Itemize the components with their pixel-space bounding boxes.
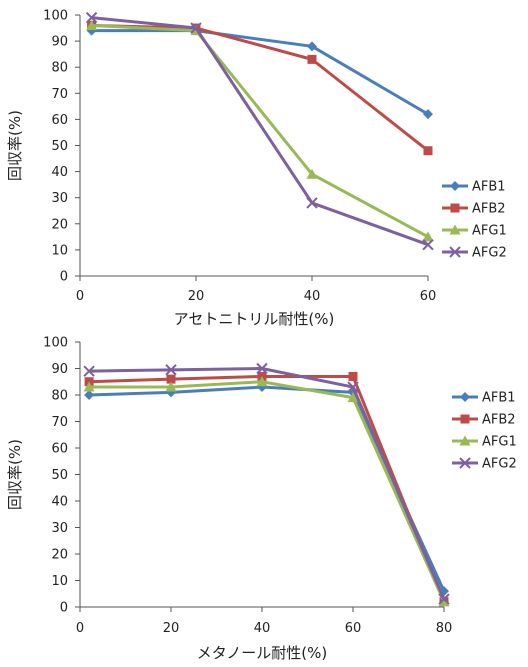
x-tick-label: 20 [163, 621, 180, 636]
y-tick-label: 70 [51, 415, 68, 430]
x-tick-label: 40 [254, 621, 271, 636]
series-afg2 [85, 11, 434, 251]
series-line [91, 23, 429, 239]
x-axis-title: アセトニトリル耐性(%) [174, 310, 335, 328]
x-axis-title: メタノール耐性(%) [197, 644, 328, 662]
data-point [85, 11, 98, 24]
x-tick-label: 40 [304, 289, 321, 304]
data-point [347, 381, 359, 393]
legend-marker [449, 224, 461, 235]
legend-marker [450, 181, 460, 191]
legend-marker [450, 203, 460, 213]
y-tick-label: 10 [51, 574, 68, 589]
data-point [423, 146, 433, 156]
legend-label: AFG2 [482, 457, 517, 472]
legend-label: AFG1 [472, 224, 507, 239]
series-afb1 [86, 25, 433, 120]
y-tick-label: 90 [51, 35, 68, 50]
legend-item-afb2: AFB2 [452, 413, 516, 428]
y-tick-label: 20 [51, 217, 68, 232]
y-tick-label: 80 [51, 389, 68, 404]
x-tick-label: 80 [436, 621, 453, 636]
y-tick-label: 20 [51, 548, 68, 563]
y-tick-label: 50 [51, 468, 68, 483]
x-tick-label: 20 [188, 289, 205, 304]
y-tick-label: 60 [51, 442, 68, 457]
data-point [256, 362, 268, 375]
y-tick-label: 10 [51, 243, 68, 258]
data-point [348, 371, 358, 381]
legend-item-afg2: AFG2 [452, 457, 517, 472]
data-point [86, 19, 98, 30]
y-tick-label: 50 [51, 139, 68, 154]
data-point [422, 231, 434, 242]
legend-item-afg1: AFG1 [452, 435, 517, 450]
data-point [166, 374, 176, 384]
data-point [84, 390, 95, 400]
x-tick-label: 60 [420, 289, 437, 304]
legend-label: AFB2 [482, 413, 516, 428]
legend-item-afg2: AFG2 [442, 246, 507, 261]
y-tick-label: 40 [51, 165, 68, 180]
legend-label: AFG1 [482, 435, 517, 450]
legend-label: AFB1 [482, 391, 516, 406]
data-point [438, 596, 450, 607]
y-tick-label: 30 [51, 521, 68, 536]
data-point [306, 168, 318, 179]
data-point [83, 381, 95, 392]
legend-item-afg1: AFG1 [442, 224, 507, 239]
y-tick-label: 60 [51, 113, 68, 128]
data-point [190, 22, 202, 34]
legend-item-afb1: AFB1 [452, 391, 516, 406]
legend-marker [459, 457, 471, 469]
y-tick-label: 0 [60, 601, 68, 616]
legend-label: AFB2 [472, 202, 506, 217]
y-tick-label: 100 [43, 9, 68, 24]
series-line [91, 16, 429, 247]
chart-2: 0 10 20 30 40 50 60 70 80 90 100 0 20 40 60 80 メタノール耐性(%… [6, 336, 517, 663]
legend-marker [449, 246, 461, 258]
y-tick-label: 100 [43, 336, 68, 351]
series-afg2 [83, 362, 450, 605]
data-point [423, 109, 433, 120]
series-line [91, 23, 429, 152]
legend-item-afb1: AFB1 [442, 180, 506, 195]
y-tick-label: 80 [51, 61, 68, 76]
data-point [347, 392, 359, 403]
legend-marker [460, 414, 470, 424]
chart-1: 0 10 20 30 40 50 60 70 80 90 100 0 20 40 60 アセトニトリル耐性(%… [6, 9, 507, 329]
data-point [422, 238, 434, 251]
y-tick-label: 90 [51, 362, 68, 377]
x-tick-label: 0 [76, 621, 84, 636]
data-point [306, 197, 318, 209]
y-tick-label: 0 [60, 270, 68, 285]
legend-label: AFB1 [472, 180, 506, 195]
y-tick-label: 30 [51, 191, 68, 206]
series-afg1 [86, 19, 434, 242]
y-axis-title: 回収率(%) [6, 439, 24, 510]
y-tick-label: 70 [51, 87, 68, 102]
legend-item-afb2: AFB2 [442, 202, 506, 217]
y-tick-label: 40 [51, 495, 68, 510]
data-point [83, 365, 95, 377]
data-point [165, 364, 177, 376]
x-tick-label: 0 [76, 289, 84, 304]
data-point [307, 41, 317, 52]
series-line [91, 29, 429, 116]
x-tick-label: 60 [345, 621, 362, 636]
data-point [438, 593, 450, 605]
series-line [89, 374, 446, 603]
legend-marker [459, 435, 471, 446]
data-point [307, 54, 317, 64]
legend-marker [460, 392, 470, 402]
series-line [89, 385, 446, 592]
data-point [256, 376, 268, 387]
series-afg1 [83, 376, 450, 607]
data-point [165, 381, 177, 392]
legend-label: AFG2 [472, 246, 507, 261]
y-axis-title: 回収率(%) [6, 110, 24, 181]
series-line [89, 380, 446, 603]
